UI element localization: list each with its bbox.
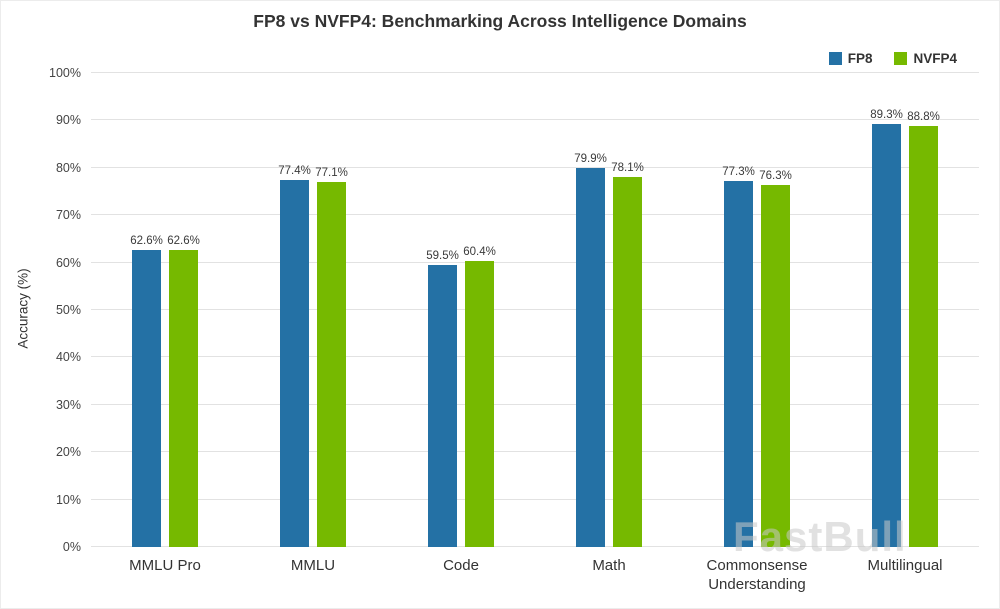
bar-value-label: 60.4% bbox=[463, 245, 496, 258]
bar-nvfp4-commonsense-understanding bbox=[761, 185, 790, 547]
bar-value-label: 89.3% bbox=[870, 108, 903, 121]
bar-fp8-multilingual bbox=[872, 123, 901, 547]
legend-label-fp8: FP8 bbox=[847, 51, 873, 66]
gridline bbox=[91, 214, 979, 216]
bar-value-label: 77.3% bbox=[722, 165, 755, 178]
bar-wrap: 88.8% bbox=[907, 73, 940, 547]
plot-area: 0% 10% 20% 30% 40% 50% 60% 70% 80% 90% 100% 62.6% 62… bbox=[49, 66, 979, 554]
y-tick-label: 70% bbox=[55, 208, 81, 223]
y-tick-label: 30% bbox=[55, 397, 81, 412]
x-axis-label-code: Code bbox=[443, 557, 479, 574]
y-tick-label: 50% bbox=[55, 303, 81, 317]
legend-swatch-fp8 bbox=[828, 52, 842, 65]
bar-wrap: 77.4% bbox=[278, 73, 311, 547]
gridline bbox=[91, 309, 979, 310]
gridline bbox=[91, 356, 979, 358]
x-axis-label-mmlu-pro: MMLU Pro bbox=[129, 557, 201, 574]
bar-group-code: 59.5% 60.4% bbox=[426, 73, 496, 547]
bar-group-multilingual: 89.3% 88.8% bbox=[870, 73, 940, 547]
bar-fp8-mmlu-pro bbox=[132, 250, 161, 547]
bar-nvfp4-mmlu bbox=[317, 181, 346, 547]
bar-nvfp4-mmlu-pro bbox=[169, 250, 198, 547]
bar-group-math: 79.9% 78.1% bbox=[574, 73, 644, 547]
y-tick-label: 100% bbox=[49, 66, 81, 80]
gridline bbox=[91, 546, 979, 547]
x-axis-label-commonsense-understanding: Commonsense Understanding bbox=[706, 557, 808, 593]
y-tick-label: 60% bbox=[55, 255, 81, 270]
bar-wrap: 62.6% bbox=[167, 73, 200, 547]
bar-nvfp4-code bbox=[465, 260, 494, 547]
y-tick-label: 80% bbox=[55, 160, 81, 175]
bar-value-label: 77.1% bbox=[315, 166, 348, 179]
bar-value-label: 59.5% bbox=[426, 249, 459, 262]
bar-fp8-commonsense-understanding bbox=[724, 180, 753, 547]
gridline bbox=[91, 403, 979, 405]
bar-value-label: 76.3% bbox=[759, 170, 792, 183]
x-axis-label-math: Math bbox=[592, 557, 626, 574]
bar-group-commonsense-understanding: 77.3% 76.3% bbox=[722, 73, 792, 547]
bar-nvfp4-math bbox=[613, 176, 642, 547]
bar-nvfp4-multilingual bbox=[909, 126, 938, 547]
bar-groups: 62.6% 62.6% 77.4% 77.1% 59.5% 60.4% 79.9% 78.1%… bbox=[91, 73, 979, 547]
bar-value-label: 77.4% bbox=[278, 165, 311, 178]
y-tick-label: 10% bbox=[55, 492, 81, 507]
bar-wrap: 77.3% bbox=[722, 73, 755, 547]
bar-wrap: 76.3% bbox=[759, 73, 792, 547]
bar-wrap: 78.1% bbox=[611, 73, 644, 547]
bar-wrap: 77.1% bbox=[315, 73, 348, 547]
bar-value-label: 62.6% bbox=[167, 235, 200, 248]
x-axis-labels: MMLU Pro MMLU Code Math Commonsense Understa… bbox=[91, 557, 979, 595]
gridline bbox=[91, 261, 979, 263]
legend: FP8 NVFP4 bbox=[828, 51, 957, 66]
y-tick-label: 20% bbox=[55, 445, 81, 460]
x-axis-label-multilingual: Multilingual bbox=[867, 557, 943, 574]
bar-value-label: 79.9% bbox=[574, 153, 607, 166]
bar-value-label: 62.6% bbox=[130, 235, 163, 248]
gridline bbox=[91, 451, 979, 453]
x-axis-label-mmlu: MMLU bbox=[290, 557, 336, 574]
bar-fp8-math bbox=[576, 168, 605, 547]
bar-value-label: 88.8% bbox=[907, 111, 940, 124]
bar-wrap: 60.4% bbox=[463, 73, 496, 547]
bar-value-label: 78.1% bbox=[611, 161, 644, 174]
gridline bbox=[91, 119, 979, 121]
y-tick-label: 0% bbox=[62, 540, 81, 554]
bar-wrap: 59.5% bbox=[426, 73, 459, 547]
legend-label-nvfp4: NVFP4 bbox=[913, 51, 957, 66]
legend-item-nvfp4: NVFP4 bbox=[894, 51, 957, 66]
y-tick-label: 40% bbox=[55, 350, 81, 365]
bar-wrap: 62.6% bbox=[130, 73, 163, 547]
bar-fp8-code bbox=[428, 264, 457, 547]
bar-wrap: 89.3% bbox=[870, 73, 903, 547]
gridline bbox=[91, 498, 979, 500]
gridline bbox=[91, 166, 979, 168]
legend-item-fp8: FP8 bbox=[828, 51, 873, 66]
bar-group-mmlu: 77.4% 77.1% bbox=[278, 73, 348, 547]
gridline bbox=[91, 72, 979, 73]
legend-swatch-nvfp4 bbox=[894, 52, 908, 65]
bar-group-mmlu-pro: 62.6% 62.6% bbox=[130, 73, 200, 547]
chart-title: FP8 vs NVFP4: Benchmarking Across Intell… bbox=[253, 11, 747, 31]
bar-wrap: 79.9% bbox=[574, 73, 607, 547]
bar-fp8-mmlu bbox=[280, 180, 309, 547]
y-tick-label: 90% bbox=[55, 113, 81, 128]
